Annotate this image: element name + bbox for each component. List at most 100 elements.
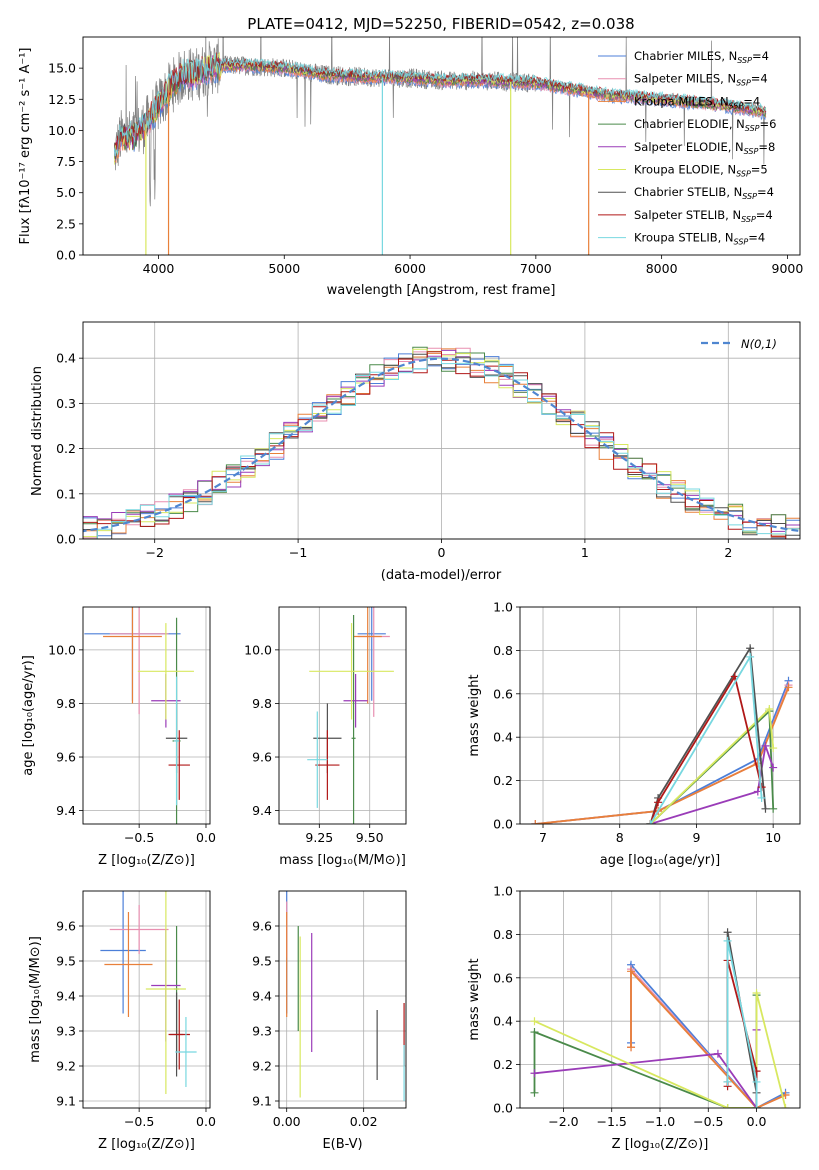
weight-marker <box>531 820 540 824</box>
weight-marker <box>723 928 732 937</box>
panel-age_vs_Z: −0.5 0.0 9.4 9.6 9.8 10.0 Z [log₁₀(Z/Z⊙)] age [… <box>21 606 216 868</box>
y-tick-label: 0.2 <box>56 441 76 456</box>
y-tick-label: 9.6 <box>252 750 272 765</box>
weight-lines <box>531 644 793 824</box>
x-tick-label: 8000 <box>646 261 678 276</box>
normal-curve <box>83 357 800 533</box>
legend-label: Kroupa ELODIE, NSSP=5 <box>634 163 768 179</box>
weight-line <box>535 686 790 824</box>
panel-mass_vs_Z: −0.5 0.0 9.1 9.2 9.3 9.4 9.5 9.6 Z [log₁₀(Z/Z⊙)]… <box>28 890 216 1152</box>
y-tick-label: 9.5 <box>56 954 76 969</box>
y-axis-label: mass weight <box>467 958 482 1040</box>
x-tick-label: −1.5 <box>597 1114 627 1129</box>
weight-marker <box>765 704 774 713</box>
x-tick-label: 0.00 <box>273 1114 301 1129</box>
legend-label: N(0,1) <box>741 337 777 351</box>
weight-line <box>534 992 787 1108</box>
y-tick-label: 1.0 <box>493 600 513 615</box>
weight-marker <box>746 652 755 661</box>
errorbar-points <box>84 607 194 824</box>
y-tick-label: 9.4 <box>252 803 272 818</box>
axes-frame <box>519 890 801 1109</box>
x-tick-label: 0.0 <box>747 1114 767 1129</box>
legend-label: Chabrier ELODIE, NSSP=6 <box>634 117 776 133</box>
y-tick-label: 9.8 <box>56 696 76 711</box>
y-tick-label: 0.8 <box>493 643 513 658</box>
weight-marker <box>781 1104 790 1108</box>
weight-marker <box>752 1077 761 1086</box>
x-tick-label: 0.0 <box>196 830 216 845</box>
y-tick-label: 0.0 <box>493 1101 513 1116</box>
weight-line <box>726 960 758 1108</box>
x-tick-label: 7 <box>539 830 547 845</box>
x-tick-label: −1.0 <box>645 1114 675 1129</box>
x-tick-label: 9 <box>692 830 700 845</box>
x-tick-label: 10 <box>765 830 781 845</box>
legend-label: Chabrier STELIB, NSSP=4 <box>634 185 774 201</box>
weight-marker <box>530 1017 539 1026</box>
panel-spectrum: 4000 5000 6000 7000 8000 9000 0.0 2.5 5.0 7.5 10.0… <box>18 36 803 298</box>
weight-marker <box>723 936 732 945</box>
weight-line <box>649 674 763 824</box>
x-axis-label: E(B-V) <box>322 1137 362 1152</box>
weight-marker <box>723 1104 732 1108</box>
y-tick-label: 9.6 <box>56 919 76 934</box>
weight-marker <box>530 1088 539 1097</box>
x-axis-label: Z [log₁₀(Z/Z⊙)] <box>98 853 195 868</box>
legend-label: Kroupa MILES, NSSP=4 <box>634 94 760 110</box>
panel-residuals: −2 −1 0 1 2 0.0 0.1 0.2 0.3 0.4 (data-model)/error… <box>30 321 801 583</box>
axes-frame <box>519 606 801 825</box>
y-tick-label: 9.2 <box>56 1059 76 1074</box>
y-tick-label: 12.5 <box>48 92 76 107</box>
y-tick-label: 0.2 <box>493 773 513 788</box>
x-tick-label: −2.0 <box>548 1114 578 1129</box>
weight-line <box>649 645 767 824</box>
axes-frame <box>278 606 407 825</box>
x-tick-label: −1 <box>289 545 307 560</box>
histogram-step <box>83 357 800 539</box>
x-tick-label: 1 <box>581 545 589 560</box>
y-tick-label: 0.6 <box>493 686 513 701</box>
figure-title: PLATE=0412, MJD=52250, FIBERID=0542, z=0… <box>247 15 634 33</box>
y-tick-label: 9.8 <box>252 696 272 711</box>
y-tick-label: 0.4 <box>493 730 513 745</box>
residual-histograms <box>83 346 800 539</box>
weight-marker <box>530 1069 539 1078</box>
x-tick-label: −2 <box>145 545 163 560</box>
y-tick-label: 9.6 <box>252 919 272 934</box>
histogram-step <box>83 353 800 539</box>
x-tick-label: 4000 <box>143 261 175 276</box>
weight-marker <box>784 683 793 692</box>
y-tick-label: 0.6 <box>493 970 513 985</box>
panel-weight_vs_Z: −2.0 −1.5 −1.0 −0.5 0.0 0.0 0.2 0.4 0.6 0.8 1.0 Z [… <box>467 884 801 1152</box>
x-tick-label: 0.0 <box>196 1114 216 1129</box>
x-tick-label: 2 <box>724 545 732 560</box>
y-tick-label: 0.3 <box>56 396 76 411</box>
y-axis-label: mass [log₁₀(M/M⊙)] <box>28 936 43 1063</box>
y-tick-label: 9.4 <box>56 989 76 1004</box>
y-tick-label: 7.5 <box>56 154 76 169</box>
legend-label: Salpeter MILES, NSSP=4 <box>634 72 768 88</box>
weight-marker <box>530 1028 539 1037</box>
x-tick-label: 0 <box>438 545 446 560</box>
x-axis-label: Z [log₁₀(Z/Z⊙)] <box>612 1137 709 1152</box>
x-tick-label: 7000 <box>520 261 552 276</box>
x-axis-label: Z [log₁₀(Z/Z⊙)] <box>98 1137 195 1152</box>
x-tick-label: 6000 <box>394 261 426 276</box>
y-tick-label: 5.0 <box>56 185 76 200</box>
axes-frame <box>82 36 801 256</box>
weight-line <box>726 940 758 1108</box>
weight-marker <box>752 1104 761 1108</box>
weight-marker <box>627 967 636 976</box>
errorbar-points <box>307 607 394 824</box>
panel-weight_vs_age: 7 8 9 10 0.0 0.2 0.4 0.6 0.8 1.0 age [log₁₀(age/yr… <box>467 600 801 868</box>
y-tick-label: 10.0 <box>48 642 76 657</box>
weight-marker <box>769 763 778 772</box>
y-tick-label: 9.4 <box>56 803 76 818</box>
y-tick-label: 0.1 <box>56 486 76 501</box>
y-tick-label: 9.5 <box>252 954 272 969</box>
weight-marker <box>627 1043 636 1052</box>
x-tick-label: 0.02 <box>350 1114 378 1129</box>
x-tick-label: −0.5 <box>693 1114 723 1129</box>
